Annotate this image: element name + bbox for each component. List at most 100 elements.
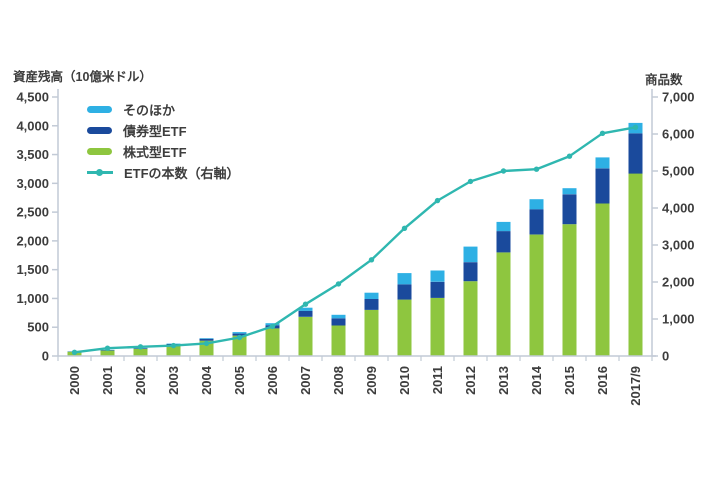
etf-count-point-2013	[500, 168, 507, 174]
right-axis-tick-label: 4,000	[662, 201, 695, 216]
bar-segment-2008-bond	[331, 318, 346, 326]
etf-count-point-2016	[599, 130, 606, 136]
x-axis-label-2002: 2002	[133, 366, 148, 395]
bar-segment-2011-bond	[430, 281, 445, 298]
left-axis-tick-label: 1,000	[16, 291, 49, 306]
bar-segment-2012-other	[463, 246, 478, 263]
bar-segment-2005-equity	[232, 335, 247, 356]
bar-segment-2011-equity	[430, 297, 445, 356]
x-axis-label-2004: 2004	[199, 365, 214, 395]
etf-count-point-2003	[170, 342, 177, 349]
etf-count-point-2008	[335, 281, 342, 287]
bar-segment-2013-equity	[496, 252, 511, 356]
bar-segment-2002-equity	[133, 348, 148, 356]
bar-segment-2009-equity	[364, 310, 379, 356]
bar-segment-2004-other	[199, 338, 214, 339]
bar-segment-2010-equity	[397, 299, 412, 356]
bar-segment-2004-bond	[199, 338, 214, 341]
right-axis-tick-label: 3,000	[662, 238, 695, 253]
bar-segment-2001-equity	[100, 350, 115, 356]
etf-count-point-2000	[71, 349, 78, 355]
x-axis-label-2006: 2006	[265, 366, 280, 395]
bar-segment-2016-other	[595, 157, 610, 169]
bar-segment-2015-equity	[562, 224, 577, 356]
bar-segment-2010-other	[397, 273, 412, 285]
left-axis-tick-label: 3,500	[16, 147, 49, 162]
bar-segment-2005-other	[232, 332, 247, 334]
legend: そのほか 債券型ETF 株式型ETF ETFの本数（右軸）	[87, 103, 240, 181]
x-axis-label-2008: 2008	[331, 366, 346, 395]
left-axis-tick-label: 4,500	[16, 90, 49, 105]
right-axis-tick-label: 6,000	[662, 127, 695, 142]
bar-segment-2007-other	[298, 307, 313, 311]
etf-count-point-2015	[566, 153, 573, 159]
bar-segment-2008-other	[331, 314, 346, 319]
x-axis-label-2013: 2013	[496, 366, 511, 395]
bar-segment-2012-bond	[463, 262, 478, 282]
legend-label-bond-etf: 債券型ETF	[123, 124, 187, 139]
bar-segment-2006-equity	[265, 328, 280, 356]
bar-segment-2015-bond	[562, 194, 577, 225]
legend-label-equity-etf: 株式型ETF	[123, 145, 187, 160]
left-axis-tick-label: 0	[42, 349, 49, 364]
etf-count-point-2007	[302, 301, 309, 307]
etf-count-point-2006	[269, 323, 276, 330]
left-axis-title: 資産残高（10億米ドル）	[13, 70, 152, 84]
right-axis-tick-label: 1,000	[662, 312, 695, 327]
bar-segment-2007-bond	[298, 310, 313, 317]
bar-segment-2017/9-bond	[628, 133, 643, 174]
x-axis-label-2016: 2016	[595, 366, 610, 395]
right-axis-tick-label: 2,000	[662, 275, 695, 290]
x-axis-label-2015: 2015	[562, 366, 577, 395]
legend-label-other: そのほか	[123, 103, 176, 118]
etf-count-line	[73, 126, 637, 354]
bar-segment-2017/9-equity	[628, 173, 643, 356]
bar-segment-2013-other	[496, 221, 511, 232]
bar-segment-2009-bond	[364, 299, 379, 310]
x-axis-label-2007: 2007	[298, 366, 313, 395]
legend-item-bond-etf: 債券型ETF	[87, 124, 240, 139]
x-axis-label-2017/9: 2017/9	[628, 366, 643, 406]
bar-segment-2016-equity	[595, 203, 610, 356]
x-axis-label-2000: 2000	[67, 366, 82, 395]
etf-count-point-2004	[203, 340, 210, 347]
x-axis-label-2005: 2005	[232, 366, 247, 395]
etf-count-point-2012	[467, 178, 474, 185]
etf-count-point-2017/9	[632, 124, 639, 130]
x-axis-label-2003: 2003	[166, 366, 181, 395]
bar-segment-2012-equity	[463, 281, 478, 356]
bar-segment-2009-other	[364, 292, 379, 299]
x-axis-label-2011: 2011	[430, 366, 445, 394]
bar-segment-2011-other	[430, 270, 445, 282]
bar-segment-2008-equity	[331, 325, 346, 356]
bar-segment-2007-equity	[298, 316, 313, 356]
legend-item-etf-count: ETFの本数（右軸）	[87, 166, 240, 181]
etf-count-point-2009	[368, 257, 375, 263]
etf-count-point-2005	[236, 334, 243, 341]
bar-segment-2013-bond	[496, 231, 511, 253]
etf-count-point-2002	[137, 344, 144, 350]
etf-count-point-2001	[104, 345, 111, 351]
bar-segment-2003-equity	[166, 345, 181, 356]
etf-count-point-2014	[533, 166, 540, 172]
etf-count-point-2011	[434, 197, 441, 204]
etf-count-dot-icon	[96, 169, 103, 176]
other-swatch-icon	[87, 106, 112, 113]
left-axis-tick-label: 500	[27, 320, 49, 335]
bar-segment-2014-equity	[529, 234, 544, 356]
bar-segment-2015-other	[562, 188, 577, 195]
right-axis-tick-label: 5,000	[662, 164, 695, 179]
right-axis-tick-label: 0	[662, 349, 669, 364]
right-axis-tick-label: 7,000	[662, 90, 695, 105]
left-axis-tick-label: 3,000	[16, 176, 49, 191]
left-axis-tick-label: 2,500	[16, 205, 49, 220]
right-axis-title: 商品数	[645, 73, 683, 87]
bond-etf-swatch-icon	[87, 127, 112, 134]
x-axis-label-2012: 2012	[463, 366, 478, 395]
equity-etf-swatch-icon	[87, 148, 112, 155]
etf-count-line-icon	[87, 169, 113, 176]
bar-segment-2014-bond	[529, 209, 544, 235]
x-axis-label-2010: 2010	[397, 366, 412, 395]
